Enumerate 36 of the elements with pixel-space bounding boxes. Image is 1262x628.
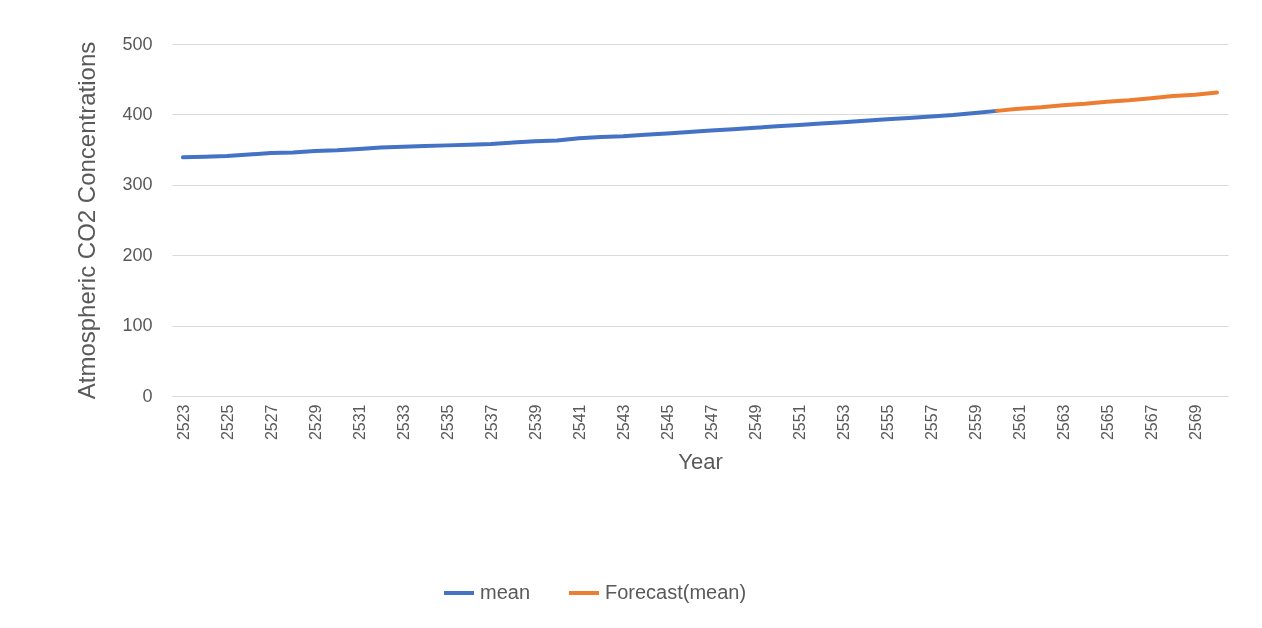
x-tick-label: 2539 xyxy=(526,404,544,441)
x-tick-label: 2525 xyxy=(218,404,236,441)
x-tick-label: 2561 xyxy=(1010,404,1028,441)
x-tick-label: 2531 xyxy=(350,404,368,441)
y-tick-label: 0 xyxy=(142,385,153,406)
y-tick-label: 400 xyxy=(122,103,153,124)
x-tick-label: 2555 xyxy=(878,404,896,441)
x-tick-label: 2535 xyxy=(438,404,456,441)
x-tick-label: 2567 xyxy=(1142,404,1160,441)
x-tick-label: 2559 xyxy=(966,404,984,441)
x-tick-label: 2529 xyxy=(306,404,324,441)
x-tick-label: 2541 xyxy=(570,404,588,441)
x-tick-label: 2565 xyxy=(1098,404,1116,441)
line-series xyxy=(181,108,999,160)
x-tick-label: 2537 xyxy=(482,404,500,441)
x-tick-label: 2533 xyxy=(394,404,412,441)
x-tick-label: 2547 xyxy=(702,404,720,441)
y-tick-label: 500 xyxy=(122,33,153,54)
x-tick-label: 2543 xyxy=(614,404,632,441)
x-tick-label: 2557 xyxy=(922,404,940,441)
legend-label: Forecast(mean) xyxy=(605,581,747,603)
y-axis-title: Atmospheric CO2 Concentrations xyxy=(73,41,101,400)
x-tick-label: 2563 xyxy=(1054,404,1072,441)
y-tick-label: 200 xyxy=(122,244,153,265)
x-tick-label: 2545 xyxy=(658,404,676,441)
x-axis-title: Year xyxy=(678,449,723,475)
line-series xyxy=(995,90,1219,113)
x-tick-label: 2551 xyxy=(790,404,808,441)
x-tick-label: 2549 xyxy=(746,404,764,441)
y-tick-label: 100 xyxy=(122,315,153,336)
y-tick-label: 300 xyxy=(122,174,153,195)
x-tick-label: 2553 xyxy=(834,404,852,441)
x-tick-label: 2569 xyxy=(1186,404,1204,441)
x-tick-label: 2527 xyxy=(262,404,280,441)
x-tick-label: 2523 xyxy=(174,404,192,441)
legend-label: mean xyxy=(480,581,531,603)
